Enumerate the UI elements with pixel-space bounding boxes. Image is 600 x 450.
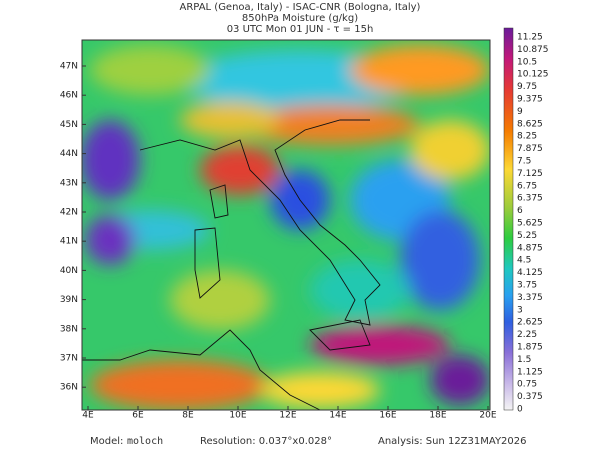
colorbar-label: 2.25	[517, 330, 537, 340]
lat-label: 45N	[60, 120, 78, 130]
lon-label: 10E	[229, 411, 246, 421]
lat-label: 44N	[60, 149, 78, 159]
lon-label: 12E	[279, 411, 296, 421]
lat-label: 40N	[60, 266, 78, 276]
header-line: 03 UTC Mon 01 JUN - τ = 15h	[227, 24, 374, 35]
colorbar-label: 3.375	[517, 293, 543, 303]
lon-label: 16E	[379, 411, 396, 421]
lon-label: 8E	[182, 411, 194, 421]
header-line: ARPAL (Genoa, Italy) - ISAC-CNR (Bologna…	[180, 2, 421, 13]
colorbar-label: 9.375	[517, 95, 543, 105]
lon-label: 14E	[329, 411, 346, 421]
colorbar-label: 0	[517, 405, 523, 415]
colorbar-label: 2.625	[517, 318, 543, 328]
footer-resolution: Resolution: 0.037°x0.028°	[200, 436, 332, 447]
lon-label: 6E	[132, 411, 144, 421]
colorbar-label: 6.75	[517, 181, 537, 191]
lon-label: 20E	[479, 411, 496, 421]
colorbar-label: 5.25	[517, 231, 537, 241]
lat-label: 38N	[60, 324, 78, 334]
lon-label: 4E	[82, 411, 94, 421]
colorbar-label: 1.875	[517, 343, 543, 353]
lat-label: 42N	[60, 208, 78, 218]
colorbar-label: 11.25	[517, 33, 543, 43]
colorbar-label: 9	[517, 107, 523, 117]
moisture-field	[82, 40, 490, 410]
header-line: 850hPa Moisture (g/kg)	[242, 13, 358, 24]
colorbar-label: 4.5	[517, 256, 531, 266]
lat-label: 43N	[60, 178, 78, 188]
footer-analysis: Analysis: Sun 12Z31MAY2026	[378, 436, 527, 447]
colorbar-label: 1.5	[517, 355, 531, 365]
lon-label: 18E	[429, 411, 446, 421]
lat-label: 39N	[60, 295, 78, 305]
colorbar-label: 8.625	[517, 119, 543, 129]
colorbar-label: 7.125	[517, 169, 543, 179]
colorbar-label: 9.75	[517, 82, 537, 92]
colorbar-label: 4.875	[517, 243, 543, 253]
footer-model: moloch	[127, 436, 163, 447]
lat-label: 41N	[60, 237, 78, 247]
colorbar-label: 7.875	[517, 144, 543, 154]
colorbar-label: 10.875	[517, 45, 549, 55]
colorbar	[503, 27, 514, 411]
footer-model-label: Model:	[90, 436, 123, 447]
map-frame	[81, 39, 491, 411]
colorbar-label: 1.125	[517, 367, 543, 377]
colorbar-label: 0.375	[517, 392, 543, 402]
colorbar-label: 10.5	[517, 57, 537, 67]
lat-label: 36N	[60, 383, 78, 393]
colorbar-label: 4.125	[517, 268, 543, 278]
colorbar-label: 3	[517, 305, 523, 315]
lat-label: 46N	[60, 91, 78, 101]
lat-label: 47N	[60, 62, 78, 72]
coastline	[82, 119, 381, 410]
colorbar-label: 7.5	[517, 157, 531, 167]
colorbar-label: 6.375	[517, 194, 543, 204]
lat-label: 37N	[60, 354, 78, 364]
colorbar-label: 0.75	[517, 380, 537, 390]
colorbar-label: 3.75	[517, 281, 537, 291]
colorbar-label: 8.25	[517, 132, 537, 142]
colorbar-label: 10.125	[517, 70, 549, 80]
colorbar-label: 5.625	[517, 219, 543, 229]
colorbar-label: 6	[517, 206, 523, 216]
